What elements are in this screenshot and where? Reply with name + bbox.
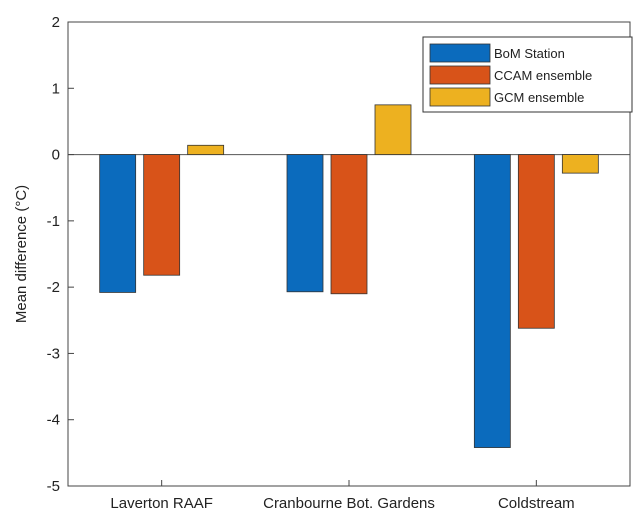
bar-bom-station-laverton-raaf: [100, 155, 136, 293]
y-tick-label: 1: [52, 80, 60, 97]
bar-bom-station-cranbourne-bot-gardens: [287, 155, 323, 292]
legend-label-gcm-ensemble: GCM ensemble: [494, 90, 584, 105]
y-tick-label: -5: [47, 478, 60, 495]
x-tick-label: Cranbourne Bot. Gardens: [263, 495, 435, 512]
y-tick-label: -4: [47, 412, 60, 429]
legend-swatch-ccam-ensemble: [430, 66, 490, 84]
bar-ccam-ensemble-laverton-raaf: [144, 155, 180, 276]
bar-ccam-ensemble-cranbourne-bot-gardens: [331, 155, 367, 294]
bar-gcm-ensemble-cranbourne-bot-gardens: [375, 105, 411, 155]
y-tick-label: -2: [47, 279, 60, 296]
bar-gcm-ensemble-coldstream: [562, 155, 598, 174]
y-tick-label: 2: [52, 14, 60, 31]
y-tick-label: -1: [47, 213, 60, 230]
bar-bom-station-coldstream: [474, 155, 510, 448]
legend: BoM Station CCAM ensemble GCM ensemble: [423, 37, 632, 112]
x-tick-label: Laverton RAAF: [110, 495, 213, 512]
y-tick-label: 0: [52, 147, 60, 164]
legend-label-ccam-ensemble: CCAM ensemble: [494, 68, 592, 83]
bar-ccam-ensemble-coldstream: [518, 155, 554, 329]
legend-label-bom-station: BoM Station: [494, 46, 565, 61]
legend-swatch-gcm-ensemble: [430, 88, 490, 106]
y-tick-label: -3: [47, 345, 60, 362]
bar-gcm-ensemble-laverton-raaf: [188, 145, 224, 154]
y-axis-title: Mean difference (°C): [13, 185, 30, 323]
legend-swatch-bom-station: [430, 44, 490, 62]
x-tick-label: Coldstream: [498, 495, 575, 512]
